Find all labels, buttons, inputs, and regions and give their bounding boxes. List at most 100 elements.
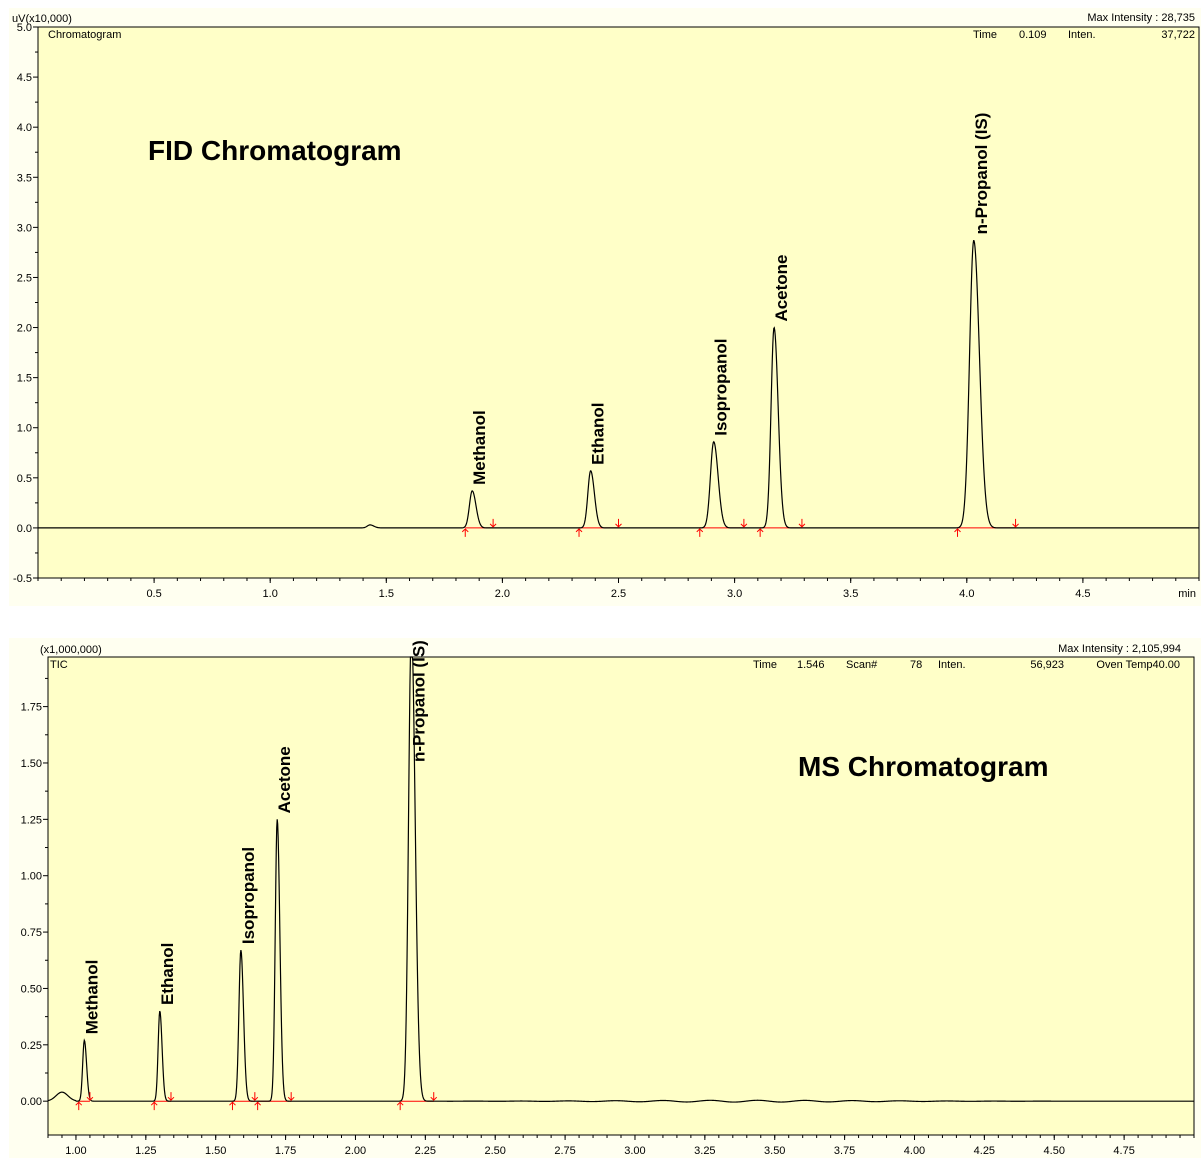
fid-plot-area [37,26,1200,579]
fid-cursor-time-value: 0.109 [1019,29,1047,41]
ms-peak-end-marker [167,1092,175,1101]
fid-peak-end-marker [798,518,806,528]
fid-peak-start-marker [575,528,583,537]
ms-trace-name: TIC [50,659,68,671]
ms-x-tick-label: 1.25 [135,1145,156,1157]
ms-axes: 0.00 0.25 0.50 0.75 1.00 1.25 1.50 1.75 1.00 1.25… [21,677,1195,1157]
ms-y-tick-label: 1.75 [21,702,42,714]
fid-x-tick-label: 4.0 [959,588,974,600]
fid-x-tick-label: 0.5 [146,588,161,600]
fid-x-tick-label: 2.0 [495,588,510,600]
ms-peak-end-marker [251,1092,259,1101]
ms-peak-end-marker [86,1092,94,1101]
ms-peak-label: Methanol [82,960,101,1035]
fid-y-tick-label: 2.0 [17,323,32,335]
fid-y-tick-label: 5.0 [17,22,32,34]
fid-x-tick-label: 1.5 [379,588,394,600]
ms-x-tick-label: 2.50 [485,1145,506,1157]
fid-y-tick-label: 0.0 [17,523,32,535]
fid-y-tick-label: 1.5 [17,373,32,385]
ms-peak-end-marker [287,1092,295,1101]
fid-chart-title: FID Chromatogram [148,135,402,166]
ms-peak-start-marker [150,1101,158,1111]
fid-y-tick-label: 2.5 [17,272,32,284]
fid-x-tick-label: 1.0 [263,588,278,600]
fid-peak-start-marker [696,528,704,537]
ms-peak-start-marker [75,1101,83,1111]
fid-peak-label: n-Propanol (IS) [972,113,991,235]
ms-plot-area [47,656,1195,1136]
ms-x-tick-label: 4.25 [974,1145,995,1157]
ms-x-tick-label: 2.25 [415,1145,436,1157]
fid-y-tick-label: 3.5 [17,172,32,184]
ms-peak-label: n-Propanol (IS) [409,640,428,762]
ms-peak-label: Isopropanol [239,847,258,944]
fid-peak-label: Ethanol [589,402,608,464]
ms-x-tick-label: 2.00 [345,1145,366,1157]
ms-x-tick-label: 1.75 [275,1145,296,1157]
fid-y-tick-label: 3.0 [17,222,32,234]
ms-x-tick-label: 4.75 [1113,1145,1134,1157]
ms-x-tick-label: 2.75 [554,1145,575,1157]
ms-y-unit: (x1,000,000) [40,644,102,656]
ms-chart-title: MS Chromatogram [798,751,1048,782]
fid-peak-start-marker [954,528,961,537]
ms-cursor-time-value: 1.546 [797,659,825,671]
fid-peak-start-marker [756,528,764,537]
fid-cursor-inten-label: Inten. [1068,29,1096,41]
fid-y-unit: uV(x10,000) [12,13,72,25]
ms-y-tick-label: 1.00 [21,871,42,883]
ms-y-tick-label: 0.00 [21,1096,42,1108]
ms-max-intensity: Max Intensity : 2,105,994 [1058,643,1181,655]
ms-cursor-oven-temp: Oven Temp40.00 [1096,659,1180,671]
ms-cursor-inten-value: 56,923 [1030,659,1064,671]
ms-peak-labels: Methanol Ethanol Isopropanol Acetone n-Propa… [82,640,428,1034]
fid-trace-line [38,240,1199,529]
ms-x-tick-label: 3.50 [764,1145,785,1157]
fid-peak-end-marker [489,518,497,528]
fid-x-tick-label: 4.5 [1075,588,1090,600]
ms-y-tick-label: 0.75 [21,927,42,939]
fid-x-tick-label: 3.0 [727,588,742,600]
fid-x-unit: min [1178,588,1196,600]
fid-peak-label: Methanol [470,410,489,485]
ms-peak-start-marker [254,1101,261,1111]
fid-y-tick-label: 1.0 [17,423,32,435]
ms-y-tick-label: 1.50 [21,758,42,770]
ms-cursor-scan-value: 78 [910,659,922,671]
ms-y-tick-label: 1.25 [21,814,42,826]
fid-cursor-inten-value: 37,722 [1161,29,1195,41]
fid-y-tick-label: 4.5 [17,72,32,84]
ms-cursor-scan-label: Scan# [846,659,878,671]
ms-peak-label: Acetone [275,746,294,813]
fid-peak-start-marker [461,528,469,537]
fid-y-tick-label: -0.5 [13,573,32,585]
fid-axes: -0.5 0.0 0.5 1.0 1.5 2.0 2.5 3.0 3.5 4.0 4.5 5.0 0.5… [13,22,1200,600]
ms-x-tick-label: 4.00 [904,1145,925,1157]
fid-y-tick-label: 0.5 [17,473,32,485]
fid-peak-end-marker [740,518,748,528]
fid-trace-name: Chromatogram [48,29,121,41]
fid-panel: -0.5 0.0 0.5 1.0 1.5 2.0 2.5 3.0 3.5 4.0 4.5 5.0 0.5… [9,8,1201,606]
ms-trace-line [47,656,1194,1103]
ms-peak-start-marker [396,1101,404,1111]
ms-y-tick-label: 0.25 [21,1040,42,1052]
ms-cursor-time-label: Time [753,659,777,671]
fid-x-tick-label: 2.5 [611,588,626,600]
fid-peak-end-marker [615,518,622,528]
ms-x-tick-label: 3.25 [694,1145,715,1157]
fid-peak-end-marker [1012,518,1019,528]
ms-y-tick-label: 0.50 [21,983,42,995]
fid-peak-labels: Methanol Ethanol Isopropanol Acetone n-Propa… [470,113,991,485]
ms-peak-label: Ethanol [158,943,177,1005]
ms-x-tick-label: 3.00 [624,1145,645,1157]
fid-max-intensity: Max Intensity : 28,735 [1087,12,1195,24]
fid-cursor-time-label: Time [973,29,997,41]
ms-cursor-inten-label: Inten. [938,659,966,671]
fid-x-tick-label: 3.5 [843,588,858,600]
ms-x-tick-label: 3.75 [834,1145,855,1157]
fid-peak-markers [461,518,1019,537]
ms-peak-markers [75,1092,438,1111]
